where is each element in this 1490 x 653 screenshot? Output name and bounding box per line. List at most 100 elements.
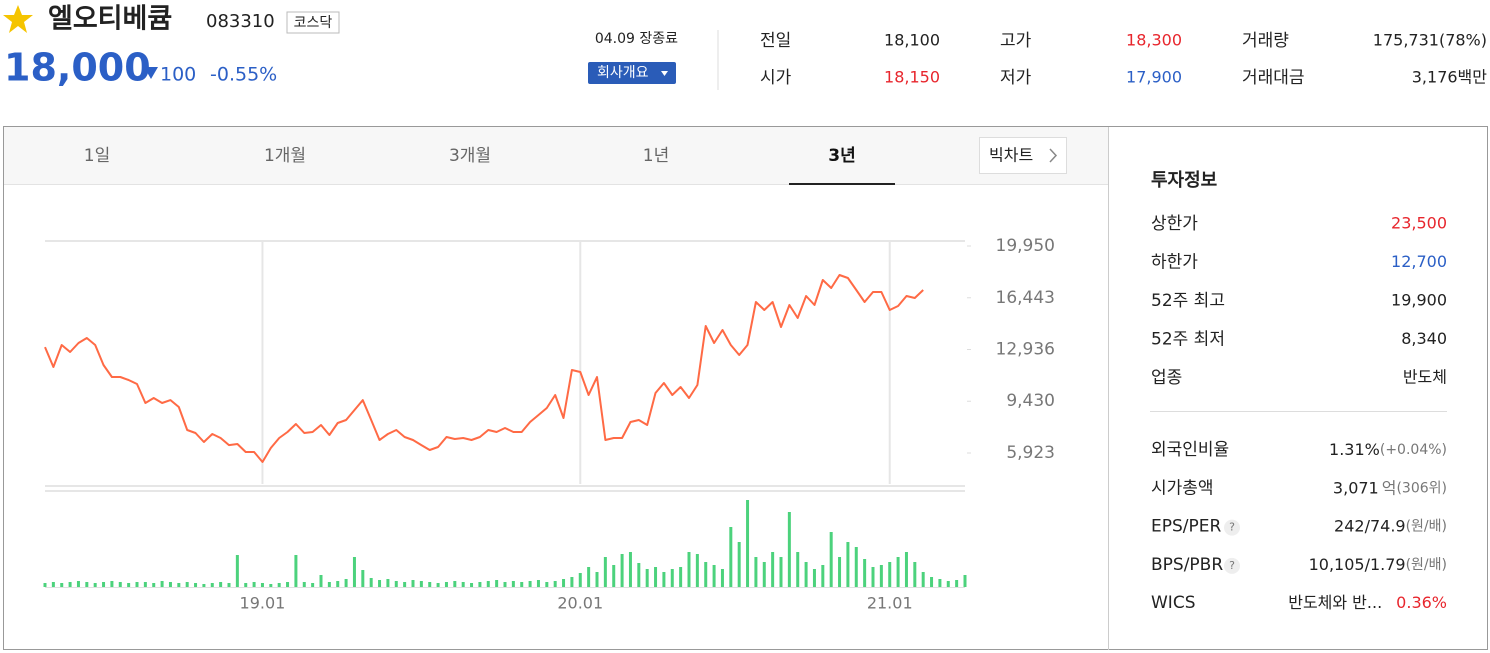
tab[interactable]: 1일 (84, 146, 110, 166)
invest-value-group: 1.31%(+0.04%) (1329, 440, 1447, 459)
volume-bar (361, 570, 365, 587)
volume-bar (955, 580, 959, 587)
volume-bar (168, 582, 172, 587)
volume-bar (294, 555, 298, 587)
volume-bar (444, 582, 448, 587)
company-button-label: 회사개요 (597, 65, 649, 81)
volume-bar (620, 554, 624, 587)
volume-bar (244, 583, 248, 587)
dropdown-arrow (661, 71, 668, 76)
volume-bar (60, 583, 64, 587)
volume-bar (896, 557, 900, 587)
volume-bar (102, 582, 106, 587)
invest-title: 투자정보 (1151, 170, 1217, 191)
volume-bar (411, 580, 415, 587)
volume-bar (419, 581, 423, 587)
volume-bar (503, 582, 507, 587)
volume-bar (729, 527, 733, 587)
favorite-star[interactable] (3, 5, 33, 33)
volume-bar (302, 582, 306, 587)
volume-bar (252, 582, 256, 587)
invest-value: 19,900 (1391, 291, 1447, 310)
market-status: 04.09 장종료 (595, 31, 678, 47)
invest-note: (306위) (1396, 480, 1447, 496)
volume-bar (796, 552, 800, 587)
volume-bar (904, 552, 908, 587)
volume-bar (135, 582, 139, 587)
invest-label: 52주 최저 (1151, 330, 1225, 350)
invest-value: 23,500 (1391, 214, 1447, 233)
volume-bar (712, 565, 716, 587)
volume-bar (553, 581, 557, 587)
help-mark: ? (1229, 559, 1235, 572)
volume-bar (930, 577, 934, 587)
volume-bar (545, 582, 549, 587)
invest-label: 외국인비율 (1151, 440, 1229, 460)
volume-bar (210, 583, 214, 587)
stock-name: 엘오티베큠 (48, 4, 172, 35)
volume-bar (336, 581, 340, 587)
tab[interactable]: 1개월 (264, 146, 306, 166)
volume-bar (662, 572, 666, 587)
volume-bar (737, 542, 741, 587)
big-chart-button[interactable] (979, 137, 1067, 174)
volume-bar (93, 583, 97, 587)
volume-bar (118, 582, 122, 587)
invest-label: 52주 최고 (1151, 291, 1225, 311)
volume-bar (528, 581, 532, 587)
tab[interactable]: 1년 (643, 146, 669, 166)
volume-bar (394, 581, 398, 587)
invest-value: 반도체 (1403, 368, 1447, 387)
invest-value-group: 242/74.9(원/배) (1334, 516, 1447, 535)
volume-bar (403, 582, 407, 587)
tab[interactable]: 3개월 (449, 146, 491, 166)
volume-bar (177, 583, 181, 587)
invest-note: (원/배) (1406, 557, 1447, 573)
volume-bar (202, 584, 206, 587)
volume-bar (746, 500, 750, 587)
quote-label: 저가 (1000, 68, 1032, 88)
volume-bar (854, 547, 858, 587)
tab[interactable]: 3년 (828, 146, 855, 166)
volume-bar (453, 581, 457, 587)
quote-value: 3,176백만 (1412, 68, 1488, 87)
volume-bar (628, 552, 632, 587)
y-tick-label: 5,923 (1006, 443, 1055, 463)
quote-value: 175,731(78%) (1373, 31, 1487, 50)
help-mark: ? (1229, 521, 1235, 534)
invest-value: 반도체와 반... (1288, 593, 1382, 612)
price-line (44, 274, 924, 463)
volume-bar (695, 554, 699, 587)
volume-bar (921, 572, 925, 587)
volume-bar (562, 579, 566, 587)
company-button[interactable] (588, 62, 676, 84)
volume-bar (327, 582, 331, 587)
stock-code: 083310 (206, 11, 275, 32)
invest-note: (+0.04%) (1380, 442, 1447, 458)
volume-bar (378, 580, 382, 587)
invest-label: 상한가 (1151, 214, 1198, 234)
volume-bar (286, 582, 290, 587)
volume-bar (704, 562, 708, 587)
change-rate: -0.55% (210, 64, 277, 86)
volume-bar (43, 583, 47, 587)
invest-label: 시가총액 (1151, 478, 1214, 498)
volume-bar (152, 583, 156, 587)
volume-bar (771, 552, 775, 587)
invest-unit: 억 (1382, 478, 1397, 497)
volume-bar (344, 579, 348, 587)
volume-bar (587, 567, 591, 587)
help-icon[interactable] (1224, 557, 1240, 574)
volume-bar (260, 583, 264, 587)
invest-label: 업종 (1151, 368, 1182, 388)
volume-bar (277, 583, 281, 587)
volume-bar (938, 579, 942, 587)
volume-bar (352, 557, 356, 587)
volume-bar (428, 582, 432, 587)
volume-bar (520, 582, 524, 587)
quote-value: 18,100 (884, 31, 940, 50)
invest-value: 1.31% (1329, 440, 1380, 459)
quote-label: 전일 (760, 31, 791, 51)
volume-bar (235, 555, 239, 587)
help-icon[interactable] (1224, 519, 1240, 536)
